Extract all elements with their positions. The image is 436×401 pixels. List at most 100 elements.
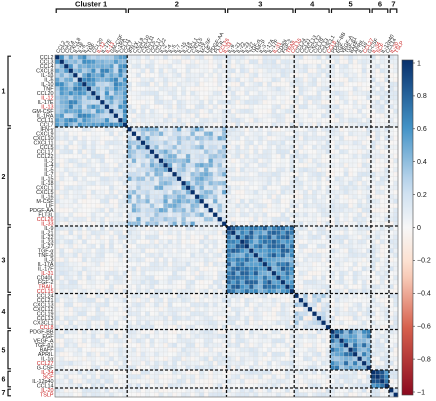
heatmap-cell <box>312 334 317 339</box>
heatmap-cell <box>357 235 362 240</box>
heatmap-cell <box>294 86 299 92</box>
heatmap-cell <box>145 271 150 276</box>
heatmap-cell <box>82 253 87 258</box>
heatmap-cell <box>199 302 204 308</box>
heatmap-cell <box>167 145 173 150</box>
heatmap-cell <box>321 68 326 74</box>
heatmap-cell <box>208 140 214 146</box>
heatmap-cell <box>104 329 110 335</box>
heatmap-cell <box>244 194 250 200</box>
heatmap-cell <box>321 190 326 195</box>
heatmap-cell <box>190 289 195 294</box>
heatmap-cell <box>185 289 191 294</box>
heatmap-cell <box>185 64 191 69</box>
heatmap-cell <box>68 140 74 146</box>
heatmap-cell <box>357 293 362 299</box>
heatmap-cell <box>91 95 96 101</box>
heatmap-cell <box>199 284 204 290</box>
heatmap-cell <box>64 325 69 330</box>
heatmap-cell <box>375 118 380 123</box>
heatmap-cell <box>226 140 232 146</box>
heatmap-cell <box>240 280 245 285</box>
heatmap-cell <box>289 248 295 254</box>
heatmap-cell <box>149 73 155 78</box>
heatmap-cell <box>271 127 277 132</box>
heatmap-cell <box>393 131 399 137</box>
heatmap-cell <box>298 136 304 141</box>
heatmap-cell <box>217 320 223 326</box>
heatmap-cell <box>294 113 299 119</box>
heatmap-cell <box>163 172 168 177</box>
heatmap-cell <box>190 343 195 348</box>
heatmap-cell <box>100 316 105 321</box>
heatmap-cell <box>339 55 344 60</box>
heatmap-cell <box>68 248 74 254</box>
heatmap-cell <box>154 217 159 222</box>
heatmap-cell <box>303 298 308 303</box>
heatmap-cell <box>303 212 308 218</box>
heatmap-cell <box>384 64 390 69</box>
heatmap-cell <box>375 239 380 245</box>
heatmap-cell <box>289 127 295 132</box>
heatmap-cell <box>375 59 380 65</box>
heatmap-cell <box>267 338 272 344</box>
heatmap-cell <box>127 293 132 299</box>
heatmap-cell <box>379 95 385 101</box>
heatmap-cell <box>64 158 69 164</box>
heatmap-cell <box>379 100 385 105</box>
heatmap-cell <box>59 347 65 353</box>
heatmap-cell <box>307 149 313 155</box>
heatmap-cell <box>249 338 254 344</box>
heatmap-cell <box>267 68 272 74</box>
heatmap-cell <box>212 217 218 222</box>
heatmap-cell <box>203 68 209 74</box>
heatmap-cell <box>221 131 227 137</box>
heatmap-cell <box>212 127 218 132</box>
heatmap-cell <box>199 203 204 209</box>
heatmap-cell <box>240 167 245 173</box>
heatmap-cell <box>185 311 191 317</box>
heatmap-cell <box>325 338 331 344</box>
heatmap-cell <box>235 172 241 177</box>
heatmap-cell <box>294 176 299 182</box>
heatmap-cell <box>235 325 241 330</box>
heatmap-cell <box>280 289 286 294</box>
heatmap-cell <box>167 302 173 308</box>
heatmap-cell <box>258 320 263 326</box>
heatmap-cell <box>82 59 87 65</box>
heatmap-cell <box>352 329 358 335</box>
heatmap-cell <box>244 77 250 83</box>
heatmap-cell <box>145 221 150 227</box>
heatmap-cell <box>361 235 367 240</box>
heatmap-cell <box>127 244 132 249</box>
heatmap-cell <box>253 311 259 317</box>
heatmap-cell <box>294 266 299 272</box>
heatmap-cell <box>208 329 214 335</box>
heatmap-cell <box>212 118 218 123</box>
heatmap-cell <box>163 343 168 348</box>
heatmap-cell <box>307 253 313 258</box>
heatmap-cell <box>158 104 164 110</box>
heatmap-cell <box>370 140 376 146</box>
heatmap-cell <box>280 185 286 191</box>
heatmap-cell <box>357 289 362 294</box>
heatmap-cell <box>59 293 65 299</box>
heatmap-cell <box>77 316 83 321</box>
heatmap-cell <box>285 118 290 123</box>
heatmap-cell <box>68 176 74 182</box>
heatmap-cell <box>267 325 272 330</box>
heatmap-cell <box>366 158 371 164</box>
heatmap-cell <box>343 244 349 249</box>
heatmap-cell <box>73 289 78 294</box>
heatmap-cell <box>77 145 83 150</box>
heatmap-cell <box>118 100 123 105</box>
heatmap-cell <box>235 104 241 110</box>
heatmap-cell <box>280 235 286 240</box>
heatmap-cell <box>199 221 204 227</box>
heatmap-cell <box>221 167 227 173</box>
heatmap-cell <box>393 338 399 344</box>
heatmap-cell <box>91 77 96 83</box>
heatmap-cell <box>258 68 263 74</box>
heatmap-cell <box>303 253 308 258</box>
heatmap-cell <box>348 244 353 249</box>
